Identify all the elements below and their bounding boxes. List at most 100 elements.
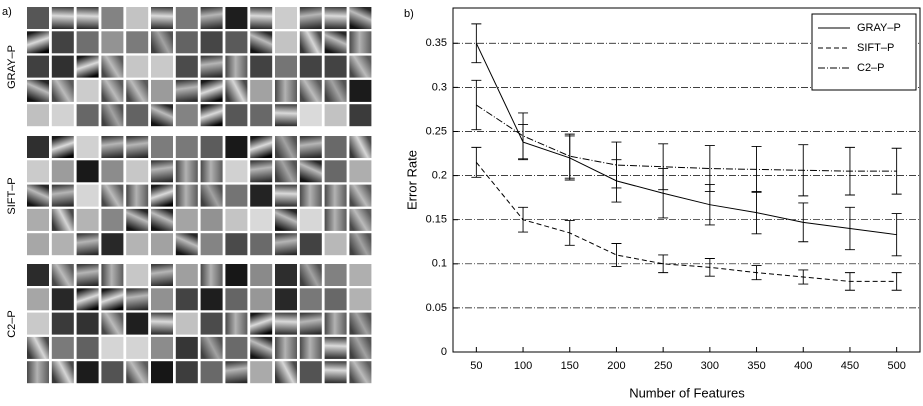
image-patch	[349, 184, 372, 207]
error-bar	[844, 272, 855, 291]
error-bar	[471, 146, 482, 178]
image-patch	[101, 136, 124, 158]
x-tick-label: 300	[701, 360, 719, 372]
image-patch	[299, 160, 322, 183]
image-patch	[275, 184, 297, 207]
image-patch	[250, 104, 273, 127]
image-patch	[126, 104, 149, 127]
image-patch	[27, 184, 49, 207]
image-patch	[151, 312, 173, 335]
image-patch	[101, 7, 124, 29]
image-patch	[126, 361, 149, 384]
image-patch	[349, 312, 372, 335]
error-bar	[891, 272, 902, 291]
image-patch	[51, 361, 74, 384]
image-patch	[126, 336, 149, 359]
image-patch	[76, 208, 99, 231]
error-bar	[704, 258, 715, 277]
image-patch	[151, 55, 173, 78]
x-tick-label: 400	[794, 360, 812, 372]
image-patch	[101, 288, 124, 311]
image-patch	[126, 233, 149, 256]
image-patch	[175, 208, 198, 231]
image-patch	[27, 288, 49, 311]
image-patch	[27, 336, 49, 359]
y-axis-label: Error Rate	[404, 150, 419, 210]
image-patch	[349, 79, 372, 102]
image-patch	[51, 184, 74, 207]
legend-box	[811, 13, 917, 91]
image-patch	[27, 312, 49, 335]
image-patch	[349, 208, 372, 231]
image-patch	[175, 184, 198, 207]
image-patch	[324, 7, 347, 29]
image-patch	[299, 55, 322, 78]
image-patch	[27, 160, 49, 183]
image-patch	[175, 160, 198, 183]
image-patch	[101, 233, 124, 256]
image-patch	[101, 79, 124, 102]
image-patch	[175, 104, 198, 127]
x-axis-label: Number of Features	[629, 385, 745, 400]
image-patch	[250, 160, 273, 183]
image-patch	[126, 312, 149, 335]
error-bar	[844, 206, 855, 251]
image-patch	[175, 264, 198, 286]
image-patch	[200, 233, 223, 256]
image-patch	[27, 264, 49, 286]
image-patch	[27, 208, 49, 231]
image-patch	[175, 312, 198, 335]
image-patch	[200, 7, 223, 29]
image-patch	[51, 136, 74, 158]
image-patch	[225, 7, 248, 29]
image-patch	[27, 361, 49, 384]
image-patch	[250, 288, 273, 311]
image-patch	[51, 7, 74, 29]
image-patch	[76, 160, 99, 183]
image-patch	[200, 288, 223, 311]
image-patch	[225, 184, 248, 207]
error-bar	[564, 133, 575, 179]
image-patch	[225, 288, 248, 311]
image-patch	[27, 233, 49, 256]
image-patch	[349, 160, 372, 183]
image-patch	[101, 361, 124, 384]
x-tick-label: 450	[841, 360, 859, 372]
error-bar	[798, 269, 809, 285]
image-patch	[126, 288, 149, 311]
image-patch	[349, 31, 372, 54]
image-patch	[151, 288, 173, 311]
image-patch	[200, 136, 223, 158]
image-patch	[225, 79, 248, 102]
image-patch	[51, 160, 74, 183]
image-patch	[51, 55, 74, 78]
image-patch	[175, 336, 198, 359]
image-patch	[175, 361, 198, 384]
image-patch	[151, 160, 173, 183]
error-bar	[798, 202, 809, 243]
image-patch	[299, 264, 322, 286]
image-patch	[349, 104, 372, 127]
image-patch	[275, 79, 297, 102]
image-patch	[349, 264, 372, 286]
image-patch	[151, 208, 173, 231]
image-patch	[126, 31, 149, 54]
x-tick-label: 200	[607, 360, 625, 372]
image-patch	[101, 312, 124, 335]
image-patch	[324, 184, 347, 207]
image-patch	[51, 79, 74, 102]
error-bar	[564, 220, 575, 246]
error-bar	[518, 112, 529, 160]
x-tick-label: 150	[561, 360, 579, 372]
image-patch	[200, 264, 223, 286]
error-bar	[611, 141, 622, 189]
image-patch	[200, 312, 223, 335]
image-patch	[324, 288, 347, 311]
image-patch	[151, 31, 173, 54]
image-patch	[324, 208, 347, 231]
error-bar	[658, 143, 669, 191]
image-patch	[250, 136, 273, 158]
image-patch	[225, 104, 248, 127]
image-patch	[225, 312, 248, 335]
